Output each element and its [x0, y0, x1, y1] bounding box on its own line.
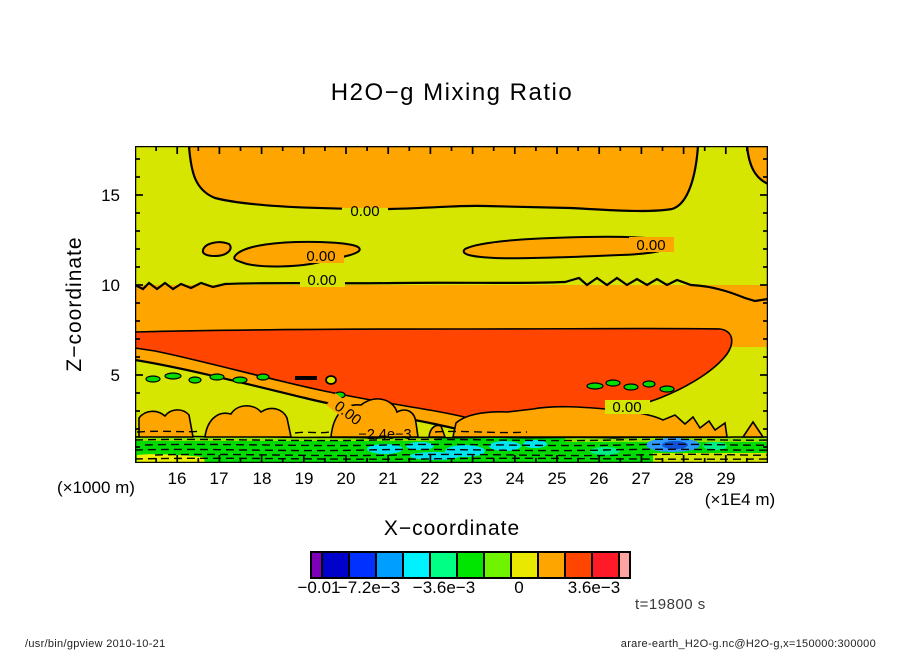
contour-label: 0.00: [350, 203, 379, 220]
colorbar-segment: [375, 551, 404, 579]
x-tick-label: 25: [547, 469, 567, 488]
contour-plot: 0.00 0.00 0.00 0.00 0.00 0.00 −2.4e−3: [133, 144, 770, 465]
x-tick-label: 24: [505, 469, 525, 488]
contour-label: −2.4e−3: [358, 427, 411, 443]
x-tick-label: 22: [420, 469, 440, 488]
colorbar-segment: [321, 551, 350, 579]
axis-ticks: [135, 146, 768, 463]
colorbar-label: 0: [514, 578, 524, 597]
x-tick-label: 20: [336, 469, 356, 488]
colorbar-label: −7.2e−3: [337, 578, 401, 597]
y-tick-label: 5: [110, 366, 120, 385]
x-tick-label: 19: [294, 469, 314, 488]
green-specks: [145, 372, 675, 399]
footer-datasource: arare-earth_H2O-g.nc@H2O-g,x=150000:3000…: [620, 638, 876, 650]
colorbar-segment: [456, 551, 485, 579]
dashed-negative-contours: [134, 430, 769, 460]
x-tick-label: 18: [252, 469, 272, 488]
x-tick-label: 27: [631, 469, 651, 488]
y-axis-label: Z−coordinate: [63, 236, 86, 372]
x-tick-label: 16: [167, 469, 187, 488]
y-tick-label: 15: [101, 186, 120, 205]
x-tick-label: 29: [716, 469, 736, 488]
contour-label: 0.00: [636, 237, 665, 254]
contour-label: 0.00: [306, 248, 335, 265]
page-title: H2O−g Mixing Ratio: [330, 79, 574, 106]
colorbar: [310, 551, 631, 579]
colorbar-segment: [591, 551, 620, 579]
x-tick-label: 28: [674, 469, 694, 488]
colorbar-segment: [429, 551, 458, 579]
x-tick-label: 21: [378, 469, 398, 488]
y-tick-label: 10: [101, 276, 120, 295]
x-axis-label: X−coordinate: [383, 517, 521, 540]
colorbar-segment: [618, 551, 631, 579]
colorbar-label: −0.01: [297, 578, 341, 597]
contour-label: 0.00: [612, 399, 641, 416]
x-unit-left: (×1000 m): [57, 478, 135, 497]
contour-label: 0.00: [307, 272, 336, 289]
x-unit-right: (×1E4 m): [704, 490, 776, 509]
colorbar-segment: [483, 551, 512, 579]
bottom-orange-islands: [138, 398, 765, 438]
x-tick-label: 23: [463, 469, 483, 488]
contour-plot-svg: 0.00 0.00 0.00 0.00 0.00 0.00 −2.4e−3: [133, 144, 770, 465]
colorbar-label: −3.6e−3: [412, 578, 476, 597]
colorbar-label: 3.6e−3: [567, 578, 621, 597]
colorbar-segment: [537, 551, 566, 579]
colorbar-segment: [510, 551, 539, 579]
x-tick-label: 17: [209, 469, 229, 488]
x-tick-label: 26: [589, 469, 609, 488]
footer-command: /usr/bin/gpview 2010-10-21: [25, 638, 166, 650]
top-orange-region: [187, 144, 770, 213]
colorbar-segment: [402, 551, 431, 579]
time-annotation: t=19800 s: [635, 596, 706, 613]
colorbar-segment: [348, 551, 377, 579]
contour-debris-marks: [295, 375, 337, 385]
colorbar-segment: [564, 551, 593, 579]
